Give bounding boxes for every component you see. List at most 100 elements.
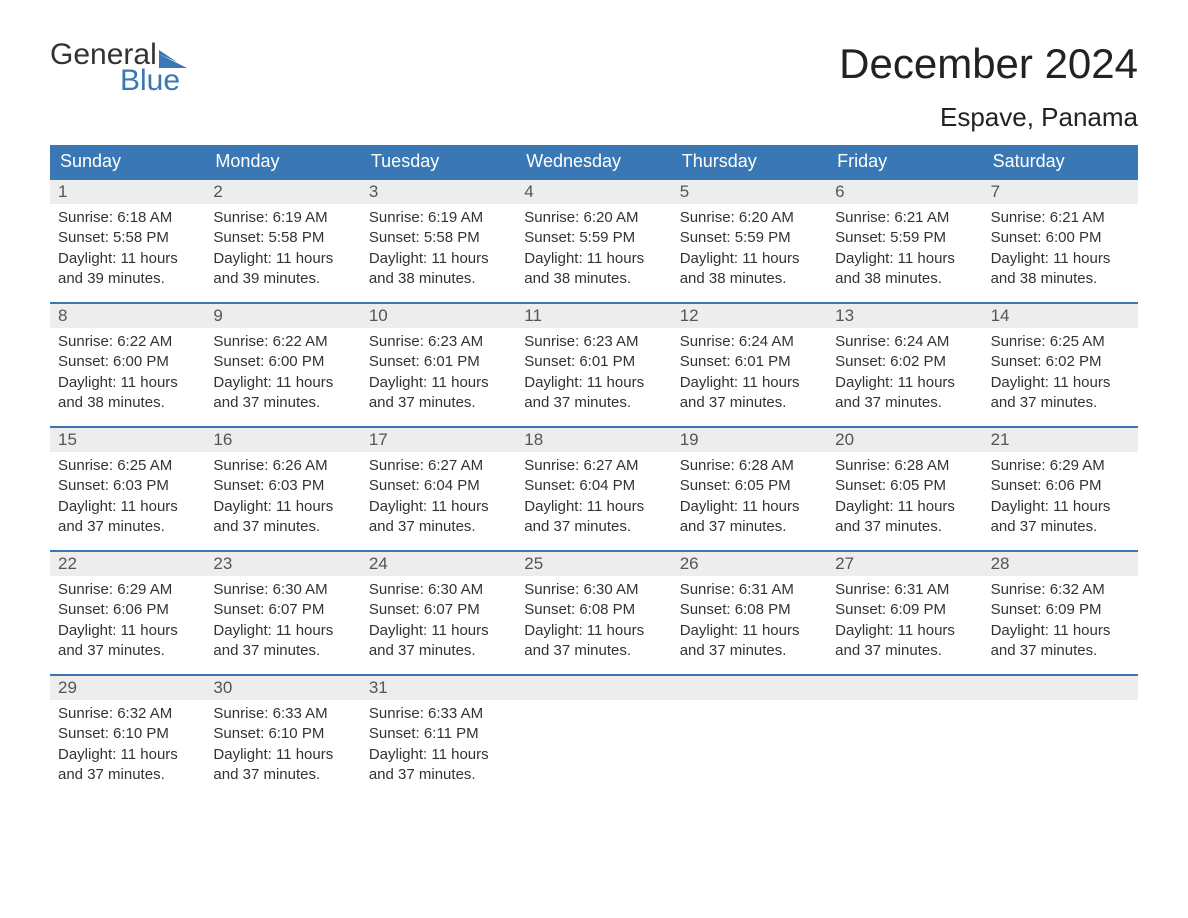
day-body: Sunrise: 6:22 AMSunset: 6:00 PMDaylight:… [50,328,205,421]
sunrise-line: Sunrise: 6:28 AM [835,456,974,476]
day-number: 3 [361,180,516,204]
sunrise-line: Sunrise: 6:25 AM [58,456,197,476]
day-cell: 8Sunrise: 6:22 AMSunset: 6:00 PMDaylight… [50,304,205,426]
day-body: Sunrise: 6:31 AMSunset: 6:09 PMDaylight:… [827,576,982,669]
sunrise-line: Sunrise: 6:24 AM [680,332,819,352]
day-body: Sunrise: 6:18 AMSunset: 5:58 PMDaylight:… [50,204,205,297]
day-cell: 2Sunrise: 6:19 AMSunset: 5:58 PMDaylight… [205,180,360,302]
sunset-line: Sunset: 6:06 PM [991,476,1130,496]
sunrise-line: Sunrise: 6:33 AM [213,704,352,724]
daylight-line: Daylight: 11 hours and 37 minutes. [680,621,819,662]
sunset-line: Sunset: 6:09 PM [835,600,974,620]
sunset-line: Sunset: 6:03 PM [213,476,352,496]
sunset-line: Sunset: 6:01 PM [369,352,508,372]
day-body: Sunrise: 6:25 AMSunset: 6:02 PMDaylight:… [983,328,1138,421]
daylight-line: Daylight: 11 hours and 38 minutes. [680,249,819,290]
sunset-line: Sunset: 6:00 PM [213,352,352,372]
week-row: 29Sunrise: 6:32 AMSunset: 6:10 PMDayligh… [50,674,1138,798]
day-cell: 26Sunrise: 6:31 AMSunset: 6:08 PMDayligh… [672,552,827,674]
sunset-line: Sunset: 6:10 PM [58,724,197,744]
daylight-line: Daylight: 11 hours and 38 minutes. [369,249,508,290]
daylight-line: Daylight: 11 hours and 37 minutes. [369,497,508,538]
week-row: 15Sunrise: 6:25 AMSunset: 6:03 PMDayligh… [50,426,1138,550]
day-cell: 29Sunrise: 6:32 AMSunset: 6:10 PMDayligh… [50,676,205,798]
sunset-line: Sunset: 5:59 PM [524,228,663,248]
day-body: Sunrise: 6:30 AMSunset: 6:07 PMDaylight:… [361,576,516,669]
day-cell: 9Sunrise: 6:22 AMSunset: 6:00 PMDaylight… [205,304,360,426]
daylight-line: Daylight: 11 hours and 39 minutes. [213,249,352,290]
day-number: 30 [205,676,360,700]
day-number: 15 [50,428,205,452]
day-body: Sunrise: 6:27 AMSunset: 6:04 PMDaylight:… [516,452,671,545]
dow-cell: Sunday [50,145,205,178]
daylight-line: Daylight: 11 hours and 37 minutes. [213,373,352,414]
day-cell: 17Sunrise: 6:27 AMSunset: 6:04 PMDayligh… [361,428,516,550]
day-body: Sunrise: 6:33 AMSunset: 6:10 PMDaylight:… [205,700,360,793]
day-cell: 15Sunrise: 6:25 AMSunset: 6:03 PMDayligh… [50,428,205,550]
sunset-line: Sunset: 6:08 PM [680,600,819,620]
sunrise-line: Sunrise: 6:23 AM [369,332,508,352]
daylight-line: Daylight: 11 hours and 38 minutes. [991,249,1130,290]
day-number: 27 [827,552,982,576]
day-number: 28 [983,552,1138,576]
day-cell: 25Sunrise: 6:30 AMSunset: 6:08 PMDayligh… [516,552,671,674]
day-body: Sunrise: 6:21 AMSunset: 5:59 PMDaylight:… [827,204,982,297]
sunrise-line: Sunrise: 6:32 AM [58,704,197,724]
sunrise-line: Sunrise: 6:18 AM [58,208,197,228]
day-body: Sunrise: 6:20 AMSunset: 5:59 PMDaylight:… [672,204,827,297]
day-number: 13 [827,304,982,328]
sunset-line: Sunset: 5:58 PM [58,228,197,248]
day-number: 6 [827,180,982,204]
day-body: Sunrise: 6:24 AMSunset: 6:02 PMDaylight:… [827,328,982,421]
daylight-line: Daylight: 11 hours and 37 minutes. [680,373,819,414]
day-number: 25 [516,552,671,576]
sunrise-line: Sunrise: 6:25 AM [991,332,1130,352]
day-cell: 16Sunrise: 6:26 AMSunset: 6:03 PMDayligh… [205,428,360,550]
sunrise-line: Sunrise: 6:24 AM [835,332,974,352]
sunrise-line: Sunrise: 6:20 AM [680,208,819,228]
day-number: 2 [205,180,360,204]
day-body: Sunrise: 6:19 AMSunset: 5:58 PMDaylight:… [205,204,360,297]
day-cell: 10Sunrise: 6:23 AMSunset: 6:01 PMDayligh… [361,304,516,426]
sunset-line: Sunset: 6:02 PM [991,352,1130,372]
sunset-line: Sunset: 6:04 PM [524,476,663,496]
day-cell: 23Sunrise: 6:30 AMSunset: 6:07 PMDayligh… [205,552,360,674]
day-number: 1 [50,180,205,204]
month-title: December 2024 [839,40,1138,88]
day-cell: 6Sunrise: 6:21 AMSunset: 5:59 PMDaylight… [827,180,982,302]
daylight-line: Daylight: 11 hours and 37 minutes. [213,621,352,662]
day-cell: 11Sunrise: 6:23 AMSunset: 6:01 PMDayligh… [516,304,671,426]
day-number: 4 [516,180,671,204]
day-number: 21 [983,428,1138,452]
sunset-line: Sunset: 5:58 PM [369,228,508,248]
location: Espave, Panama [839,102,1138,133]
sunrise-line: Sunrise: 6:29 AM [991,456,1130,476]
day-body: Sunrise: 6:26 AMSunset: 6:03 PMDaylight:… [205,452,360,545]
sunset-line: Sunset: 6:05 PM [680,476,819,496]
title-block: December 2024 Espave, Panama [839,40,1138,141]
weeks-container: 1Sunrise: 6:18 AMSunset: 5:58 PMDaylight… [50,178,1138,798]
daylight-line: Daylight: 11 hours and 37 minutes. [524,621,663,662]
day-cell: 14Sunrise: 6:25 AMSunset: 6:02 PMDayligh… [983,304,1138,426]
day-body: Sunrise: 6:28 AMSunset: 6:05 PMDaylight:… [672,452,827,545]
day-body: Sunrise: 6:32 AMSunset: 6:10 PMDaylight:… [50,700,205,793]
daylight-line: Daylight: 11 hours and 37 minutes. [680,497,819,538]
day-number: 10 [361,304,516,328]
sunrise-line: Sunrise: 6:20 AM [524,208,663,228]
dow-cell: Thursday [672,145,827,178]
day-cell [827,676,982,798]
daylight-line: Daylight: 11 hours and 37 minutes. [991,497,1130,538]
day-of-week-header: SundayMondayTuesdayWednesdayThursdayFrid… [50,145,1138,178]
day-body: Sunrise: 6:19 AMSunset: 5:58 PMDaylight:… [361,204,516,297]
day-number: 9 [205,304,360,328]
day-cell: 22Sunrise: 6:29 AMSunset: 6:06 PMDayligh… [50,552,205,674]
daylight-line: Daylight: 11 hours and 37 minutes. [524,497,663,538]
daylight-line: Daylight: 11 hours and 37 minutes. [991,621,1130,662]
daylight-line: Daylight: 11 hours and 37 minutes. [213,497,352,538]
day-body: Sunrise: 6:30 AMSunset: 6:08 PMDaylight:… [516,576,671,669]
sunset-line: Sunset: 6:01 PM [524,352,663,372]
daylight-line: Daylight: 11 hours and 37 minutes. [369,745,508,786]
daylight-line: Daylight: 11 hours and 38 minutes. [835,249,974,290]
day-number: 12 [672,304,827,328]
day-cell: 31Sunrise: 6:33 AMSunset: 6:11 PMDayligh… [361,676,516,798]
